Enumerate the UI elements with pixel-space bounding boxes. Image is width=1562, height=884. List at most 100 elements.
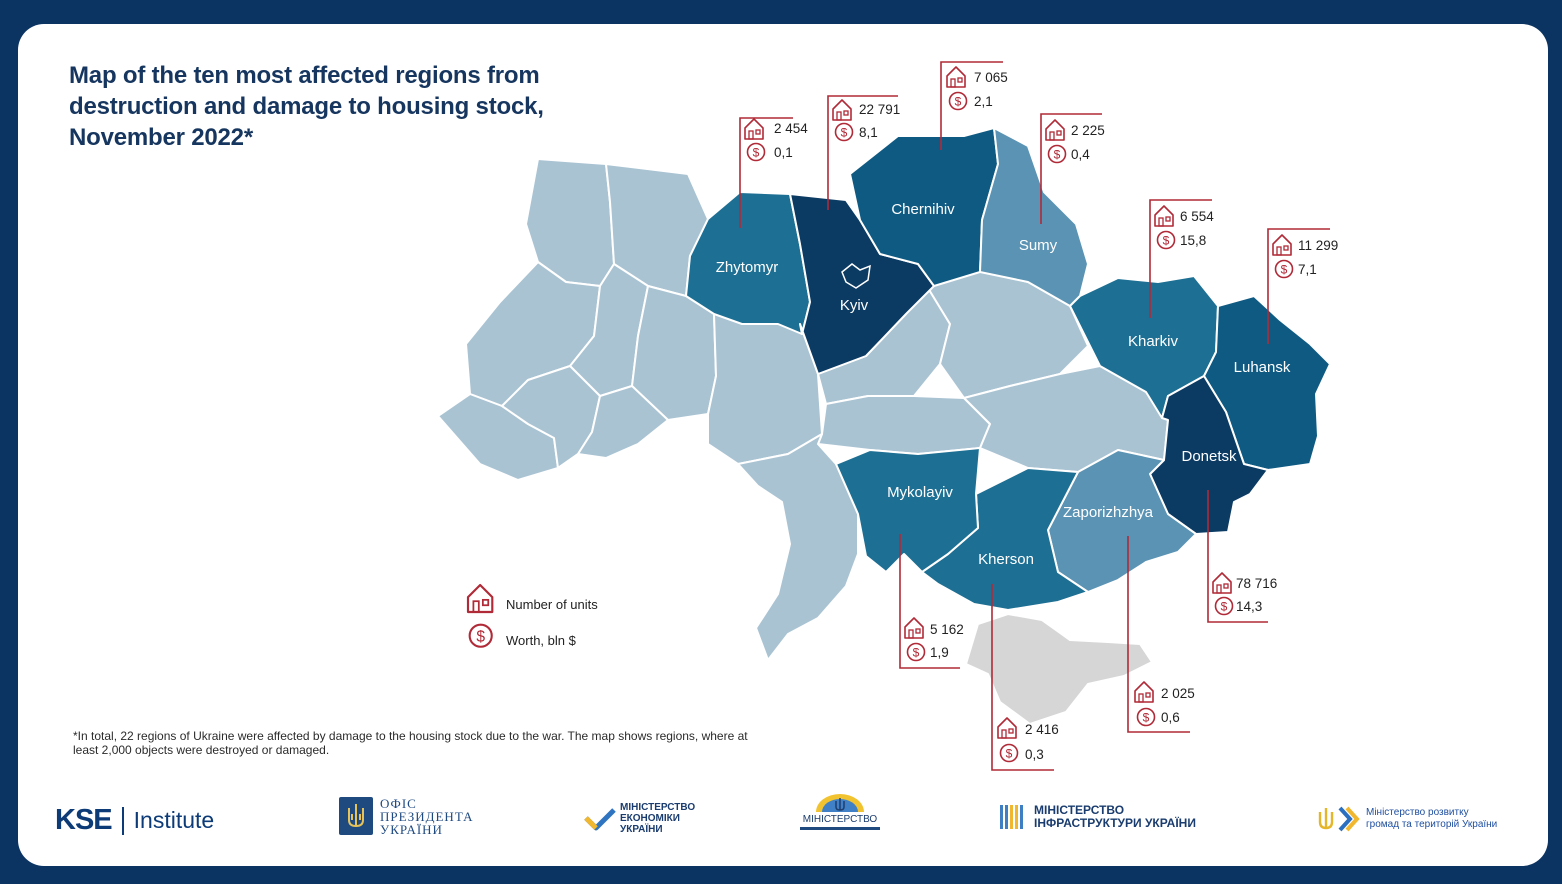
map-title: Map of the ten most affected regions fro…	[69, 62, 544, 151]
other-regions	[437, 158, 1169, 661]
worth-value: 1,9	[930, 645, 949, 660]
kse-logo-mark: KSE	[55, 804, 113, 836]
office-president-logo: ОФІС ПРЕЗИДЕНТА УКРАЇНИ	[338, 796, 474, 836]
house-icon	[1154, 205, 1174, 227]
regional-logo-line2: громад та територій України	[1366, 819, 1498, 830]
region-labels: Zhytomyr Kyiv Chernihiv Sumy Kharkiv Luh…	[716, 201, 1291, 568]
callout-donetsk: 78 716 14,3	[1207, 490, 1277, 623]
dollar-icon	[1156, 230, 1176, 250]
worth-value: 15,8	[1180, 233, 1206, 248]
callout-kyiv: 22 791 8,1	[827, 95, 900, 210]
economy-logo-line2: ЕКОНОМІКИ	[620, 813, 680, 824]
units-value: 78 716	[1236, 576, 1277, 591]
units-value: 5 162	[930, 622, 964, 637]
region-crimea	[965, 613, 1153, 725]
worth-value: 8,1	[859, 125, 878, 140]
worth-value: 0,4	[1071, 147, 1090, 162]
units-value: 22 791	[859, 102, 900, 117]
ukraine-map: Zhytomyr Kyiv Chernihiv Sumy Kharkiv Luh…	[437, 61, 1338, 771]
dollar-icon	[834, 122, 854, 142]
dollar-icon	[948, 91, 968, 111]
highlighted-regions	[685, 127, 1331, 611]
ministry-reintegration-logo: МІНІСТЕРСТВО	[800, 792, 880, 830]
dollar-icon	[1047, 144, 1067, 164]
callout-kherson: 2 416 0,3	[991, 584, 1059, 771]
reintegration-logo-text: МІНІСТЕРСТВО	[802, 814, 878, 825]
dollar-icon	[999, 743, 1019, 763]
label-mykolayiv: Mykolayiv	[887, 484, 953, 501]
dollar-icon	[1214, 596, 1234, 616]
units-value: 7 065	[974, 70, 1008, 85]
kse-logo-text: Institute	[133, 807, 215, 833]
house-icon	[1272, 234, 1292, 256]
house-icon	[1212, 572, 1232, 594]
regional-logo-line1: Міністерство розвитку	[1366, 807, 1469, 818]
callout-zhytomyr: 2 454 0,1	[739, 117, 808, 228]
footnote: *In total, 22 regions of Ukraine were af…	[73, 729, 748, 757]
label-zaporizhzhya: Zaporizhzhya	[1063, 504, 1154, 521]
house-icon	[1134, 681, 1154, 703]
callouts: 2 454 0,1 22 791 8,1 7 065 2,1	[739, 61, 1338, 771]
label-kharkiv: Kharkiv	[1128, 333, 1179, 350]
house-icon	[946, 66, 966, 88]
chevron-right-icon	[1338, 806, 1360, 832]
ministry-regional-development-logo: Міністерство розвитку громад та територі…	[1316, 806, 1497, 832]
region-chernivtsi	[577, 385, 669, 459]
house-icon	[832, 99, 852, 121]
region-mykolayiv	[835, 447, 981, 573]
house-icon	[744, 118, 764, 140]
dollar-icon	[746, 142, 766, 162]
infra-logo-line2: ІНФРАСТРУКТУРИ УКРАЇНИ	[1034, 816, 1196, 830]
label-zhytomyr: Zhytomyr	[716, 259, 779, 276]
worth-value: 0,6	[1161, 710, 1180, 725]
worth-value: 0,1	[774, 145, 793, 160]
office-logo-line2: ПРЕЗИДЕНТА	[380, 808, 474, 824]
worth-value: 0,3	[1025, 747, 1044, 762]
infographic-card: Map of the ten most affected regions fro…	[18, 24, 1548, 866]
house-icon	[904, 617, 924, 639]
reintegration-logo-rule	[800, 827, 880, 830]
office-logo-line3: УКРАЇНИ	[380, 821, 443, 837]
label-chernihiv: Chernihiv	[891, 201, 955, 218]
units-value: 2 416	[1025, 722, 1059, 737]
callout-kharkiv: 6 554 15,8	[1149, 199, 1214, 318]
house-icon	[1045, 119, 1065, 141]
infra-logo-line1: МІНІСТЕРСТВО	[1034, 803, 1125, 817]
ministry-economy-logo: МІНІСТЕРСТВО ЕКОНОМІКИ УКРАЇНИ	[584, 802, 695, 835]
units-value: 2 225	[1071, 123, 1105, 138]
units-value: 2 454	[774, 121, 808, 136]
house-icon	[466, 583, 494, 614]
label-kyiv: Kyiv	[840, 297, 869, 314]
bars-icon	[1000, 805, 1023, 829]
house-icon	[997, 717, 1017, 739]
region-zhytomyr	[685, 191, 811, 335]
callout-sumy: 2 225 0,4	[1040, 113, 1105, 224]
region-odesa	[737, 433, 859, 661]
label-luhansk: Luhansk	[1234, 359, 1291, 376]
checkmark-icon	[584, 807, 616, 830]
callout-zaporizhzhya: 2 025 0,6	[1127, 536, 1195, 733]
trident-icon	[1318, 808, 1334, 830]
worth-value: 7,1	[1298, 262, 1317, 277]
units-value: 6 554	[1180, 209, 1214, 224]
legend-worth-label: Worth, bln $	[506, 633, 577, 648]
label-sumy: Sumy	[1019, 237, 1058, 254]
callout-chernihiv: 7 065 2,1	[940, 61, 1008, 150]
legend: Number of units Worth, bln $	[466, 583, 598, 648]
logo-divider	[121, 806, 124, 835]
region-kirovohrad	[817, 395, 991, 455]
office-logo-line1: ОФІС	[380, 795, 417, 811]
label-kherson: Kherson	[978, 551, 1034, 568]
emblem-icon	[816, 794, 864, 812]
dollar-icon	[468, 623, 493, 648]
economy-logo-line3: УКРАЇНИ	[620, 824, 663, 835]
dollar-icon	[906, 642, 926, 662]
units-value: 11 299	[1298, 238, 1338, 253]
economy-logo-line1: МІНІСТЕРСТВО	[620, 802, 696, 813]
legend-units-label: Number of units	[506, 597, 598, 612]
kyiv-city-outline	[841, 263, 871, 289]
label-donetsk: Donetsk	[1181, 448, 1237, 465]
worth-value: 14,3	[1236, 599, 1262, 614]
worth-value: 2,1	[974, 94, 993, 109]
ministry-infrastructure-logo: МІНІСТЕРСТВО ІНФРАСТРУКТУРИ УКРАЇНИ	[1000, 804, 1196, 830]
